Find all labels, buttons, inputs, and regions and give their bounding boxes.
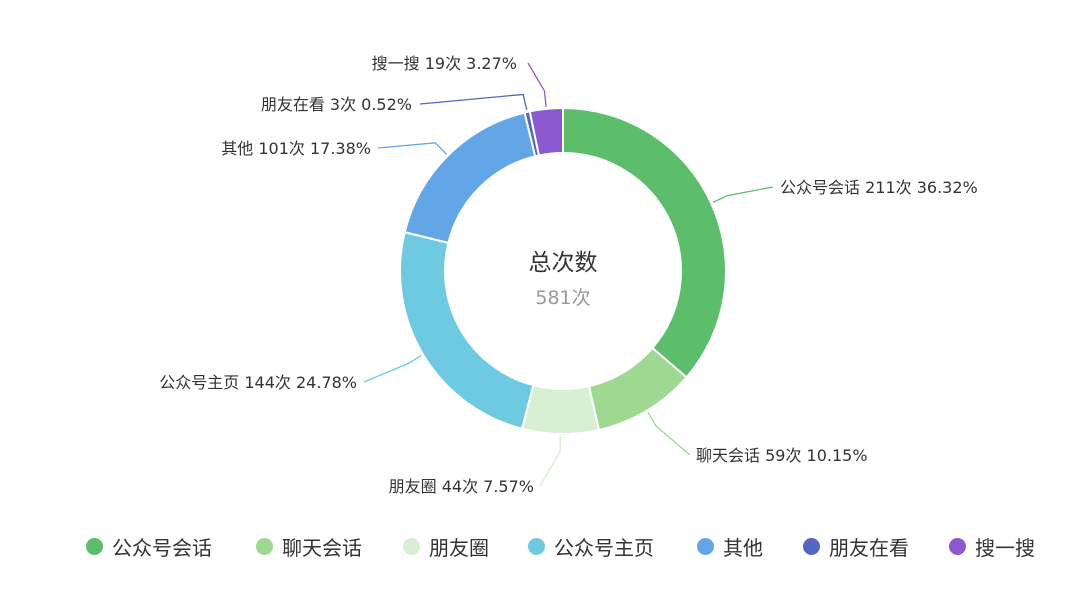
legend-label: 公众号会话 xyxy=(112,535,212,560)
legend-label: 搜一搜 xyxy=(975,535,1035,560)
leader-line-5 xyxy=(419,93,528,111)
data-label-3: 公众号主页 144次 24.78% xyxy=(159,373,357,392)
chart-legend: 公众号会话 聊天会话 朋友圈 公众号主页 其他 朋友在看 搜一搜 xyxy=(0,528,1080,564)
leader-line-0 xyxy=(712,186,774,203)
legend-label: 朋友在看 xyxy=(829,535,909,560)
data-label-2: 朋友圈 44次 7.57% xyxy=(389,477,534,496)
leader-line-1 xyxy=(647,412,691,456)
legend-label: 其他 xyxy=(723,535,763,560)
legend-item-1[interactable]: 聊天会话 xyxy=(256,528,362,564)
slice-0 xyxy=(562,106,727,379)
data-label-5: 朋友在看 3次 0.52% xyxy=(261,95,412,114)
legend-label: 公众号主页 xyxy=(554,535,654,560)
center-title: 总次数 xyxy=(529,250,598,276)
legend-item-3[interactable]: 公众号主页 xyxy=(528,528,654,564)
leader-line-6 xyxy=(527,62,547,107)
data-label-0: 公众号会话 211次 36.32% xyxy=(780,178,978,197)
center-value: 581次 xyxy=(535,287,590,309)
slice-6 xyxy=(528,106,564,157)
legend-item-6[interactable]: 搜一搜 xyxy=(949,528,1035,564)
legend-marker xyxy=(697,537,714,555)
slice-3 xyxy=(399,230,535,430)
legend-label: 朋友圈 xyxy=(429,535,489,560)
data-label-4: 其他 101次 17.38% xyxy=(221,139,371,158)
legend-marker xyxy=(256,537,273,555)
legend-item-2[interactable]: 朋友圈 xyxy=(403,528,489,564)
slice-4 xyxy=(403,111,537,245)
chart-data-labels: 公众号会话 211次 36.32% 聊天会话 59次 10.15% 朋友圈 44次 … xyxy=(159,54,977,496)
legend-item-0[interactable]: 公众号会话 xyxy=(86,528,212,564)
leader-line-4 xyxy=(377,142,447,155)
legend-item-5[interactable]: 朋友在看 xyxy=(803,528,909,564)
legend-marker xyxy=(803,537,820,555)
data-label-6: 搜一搜 19次 3.27% xyxy=(372,54,517,73)
data-label-1: 聊天会话 59次 10.15% xyxy=(696,446,868,465)
chart-slices xyxy=(399,106,727,435)
legend-marker xyxy=(949,537,966,555)
legend-marker xyxy=(403,537,420,555)
legend-item-4[interactable]: 其他 xyxy=(697,528,763,564)
donut-chart: 公众号会话 211次 36.32% 聊天会话 59次 10.15% 朋友圈 44次 … xyxy=(159,54,977,496)
leader-line-2 xyxy=(539,435,561,487)
legend-label: 聊天会话 xyxy=(282,535,362,560)
chart-leader-lines xyxy=(363,62,774,487)
leader-line-3 xyxy=(363,354,422,383)
slice-2 xyxy=(520,383,601,435)
legend-marker xyxy=(86,537,103,555)
legend-marker xyxy=(528,537,545,555)
